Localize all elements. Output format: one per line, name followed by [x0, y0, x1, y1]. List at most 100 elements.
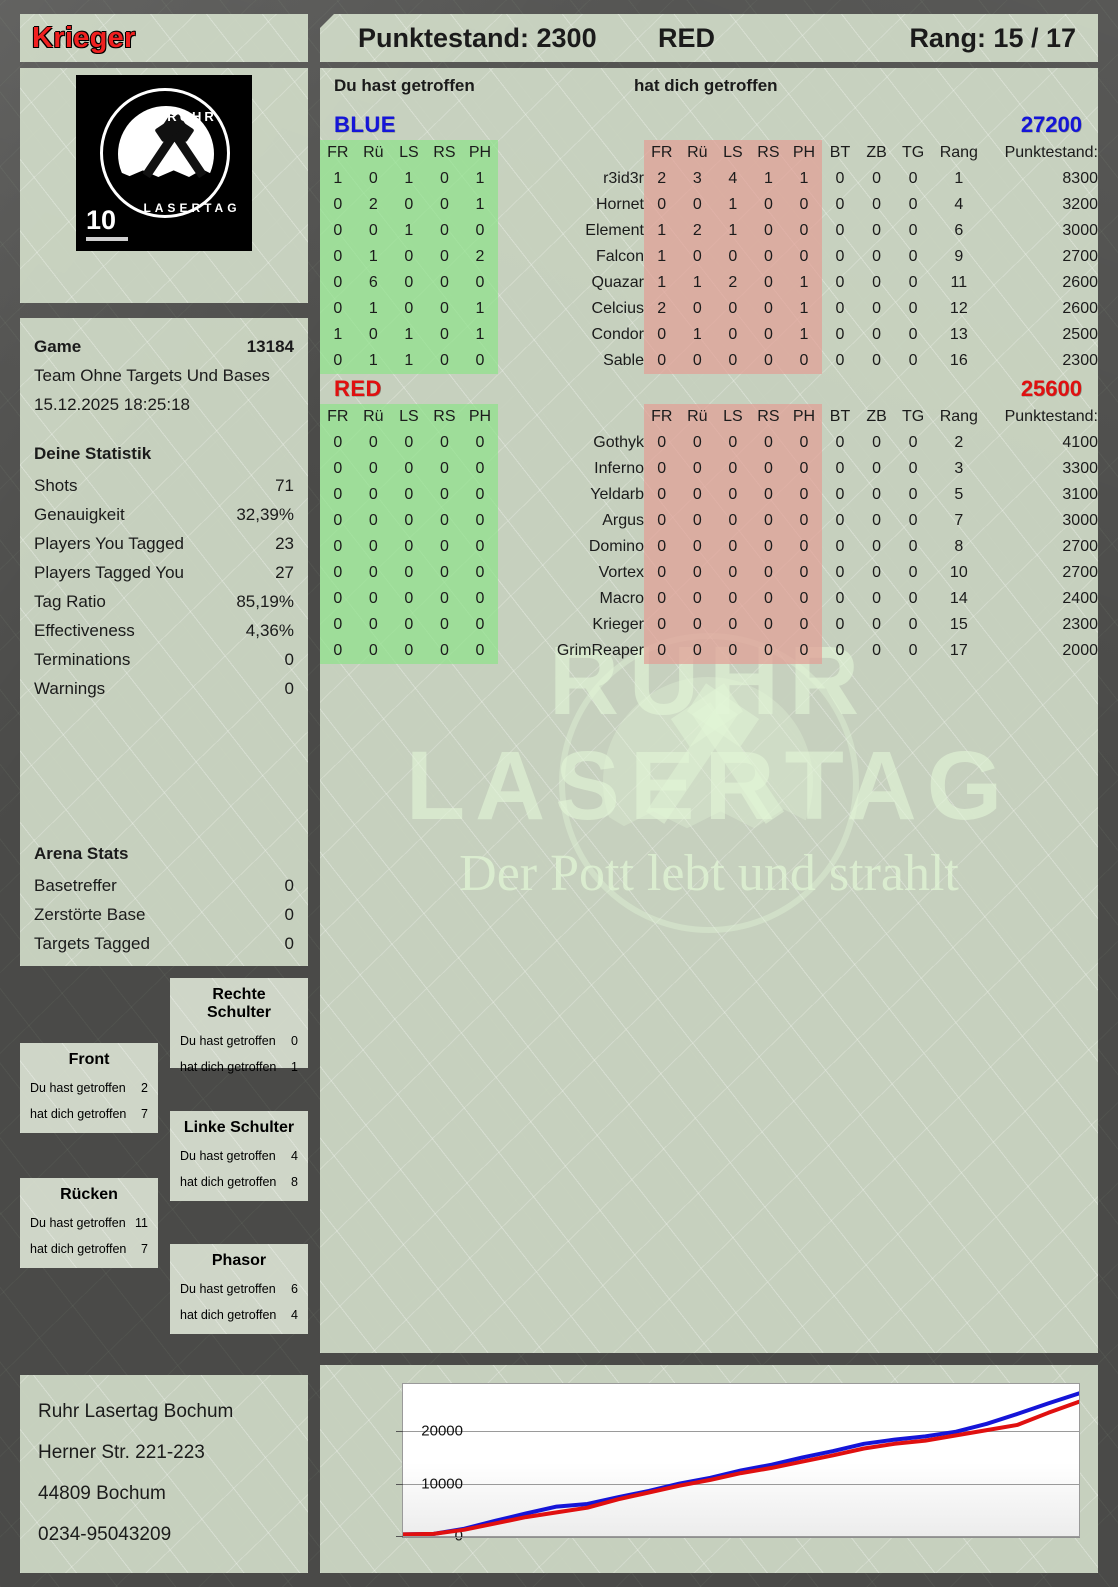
ruhr-lasertag-logo-icon: RUHR LASERTAG 10	[76, 75, 252, 251]
cell-player-name: Domino	[588, 538, 644, 555]
bodypart-hit-value: 4	[291, 1149, 298, 1163]
cell-TG: 0	[908, 512, 918, 529]
team-label: RED	[658, 22, 716, 53]
player-stat-row: Players Tagged You 27	[34, 558, 294, 587]
player-stat-value: 0	[284, 679, 294, 698]
table-row: 0 0 0 0 0 Vortex 0 0 0 0 0 0 0 0 10 2700	[320, 560, 1098, 586]
player-stat-row: Warnings 0	[34, 674, 294, 703]
cell-got-Rü: 0	[679, 348, 716, 374]
cell-ZB: 0	[872, 196, 882, 213]
cell-got-LS: 1	[715, 192, 751, 218]
cell-rank: 17	[949, 642, 968, 659]
cell-got-FR: 0	[643, 482, 680, 508]
cell-hit-RS: 0	[426, 586, 463, 612]
bodypart-right-shoulder: Rechte Schulter Du hast getroffen 0 hat dic…	[170, 978, 308, 1074]
cell-got-LS: 0	[715, 244, 751, 270]
chart-gridline	[403, 1483, 1079, 1485]
table-row: 0 2 0 0 1 Hornet 0 0 1 0 0 0 0 0 4 3200	[320, 192, 1098, 218]
col-header-got-PH: PH	[786, 140, 822, 166]
logo-top-text: RUHR	[167, 109, 217, 124]
bodypart-gothit-value: 1	[291, 1060, 298, 1074]
bodypart-gothit-label: hat dich getroffen	[30, 1107, 127, 1121]
cell-BT: 0	[835, 352, 845, 369]
cell-BT: 0	[835, 512, 845, 529]
cell-got-RS: 0	[750, 638, 787, 664]
cell-got-FR: 2	[643, 296, 680, 322]
cell-hit-LS: 0	[391, 508, 427, 534]
cell-TG: 0	[908, 170, 918, 187]
cell-hit-PH: 0	[462, 586, 498, 612]
cell-rank: 16	[949, 352, 968, 369]
bodypart-gothit-value: 4	[291, 1308, 298, 1322]
cell-score: 2500	[1062, 326, 1098, 343]
col-header-hit-FR: FR	[320, 140, 356, 166]
cell-rank: 5	[954, 486, 964, 503]
cell-TG: 0	[908, 352, 918, 369]
cell-got-FR: 0	[643, 586, 680, 612]
team-table: FR Rü LS RS PH FR Rü LS RS PH BT ZB TG Rang Punktestan…	[320, 404, 1098, 664]
arena-stats-list: Basetreffer 0 Zerstörte Base 0 Targets Tagge…	[34, 871, 294, 958]
cell-ZB: 0	[872, 564, 882, 581]
cell-score: 2300	[1062, 616, 1098, 633]
arena-stats-title: Arena Stats	[34, 844, 129, 863]
cell-hit-LS: 0	[391, 482, 427, 508]
col-header-got-Rü: Rü	[679, 140, 716, 166]
cell-hit-RS: 0	[426, 430, 463, 456]
cell-ZB: 0	[872, 460, 882, 477]
cell-player-name: Condor	[591, 326, 644, 343]
cell-score: 2700	[1062, 248, 1098, 265]
cell-ZB: 0	[872, 616, 882, 633]
cell-hit-RS: 0	[426, 482, 463, 508]
cell-hit-FR: 1	[320, 166, 356, 192]
cell-hit-PH: 2	[462, 244, 498, 270]
scoreboard-panel: RUHR LASERTAG Der Pott lebt und strahlt …	[320, 68, 1098, 1353]
cell-score: 2700	[1062, 538, 1098, 555]
bodypart-hit-label: Du hast getroffen	[180, 1149, 276, 1163]
cell-BT: 0	[835, 196, 845, 213]
cell-score: 2300	[1062, 352, 1098, 369]
player-stat-row: Effectiveness 4,36%	[34, 616, 294, 645]
cell-got-FR: 1	[643, 270, 680, 296]
bodypart-title: Front	[68, 1051, 110, 1068]
col-header-got-RS: RS	[750, 404, 787, 430]
cell-ZB: 0	[872, 512, 882, 529]
cell-gap	[498, 560, 522, 586]
cell-BT: 0	[835, 248, 845, 265]
cell-BT: 0	[835, 434, 845, 451]
game-label: Game	[34, 337, 82, 356]
cell-got-Rü: 0	[679, 638, 716, 664]
cell-ZB: 0	[872, 642, 882, 659]
col-header-got-Rü: Rü	[679, 404, 716, 430]
cell-got-FR: 0	[643, 560, 680, 586]
arena-stat-value: 0	[284, 934, 294, 953]
arena-stat-row: Zerstörte Base 0	[34, 900, 294, 929]
cell-got-RS: 0	[750, 612, 787, 638]
cell-got-RS: 0	[750, 534, 787, 560]
header-score-bar: Punktestand: 2300 RED Rang: 15 / 17	[320, 14, 1098, 62]
cell-TG: 0	[908, 274, 918, 291]
chart-y-tick-mark	[396, 1483, 403, 1485]
bodypart-gothit-row: hat dich getroffen 4	[180, 1302, 298, 1328]
total-score-label: Punktestand: 2300	[358, 22, 597, 53]
cell-player-name: Gothyk	[593, 434, 644, 451]
score-progression-chart: 0 10000 20000	[320, 1365, 1098, 1573]
cell-hit-FR: 0	[320, 456, 356, 482]
cell-got-Rü: 2	[679, 218, 716, 244]
bodypart-title: Phasor	[211, 1252, 267, 1269]
cell-BT: 0	[835, 590, 845, 607]
bodypart-gothit-value: 8	[291, 1175, 298, 1189]
cell-got-RS: 0	[750, 296, 787, 322]
col-header-rang: Rang	[939, 144, 978, 161]
cell-got-Rü: 0	[679, 244, 716, 270]
cell-got-RS: 0	[750, 322, 787, 348]
cell-hit-RS: 0	[426, 348, 463, 374]
venue-address: Ruhr Lasertag Bochum Herner Str. 221-223…	[20, 1375, 308, 1573]
table-row: 1 0 1 0 1 Condor 0 1 0 0 1 0 0 0 13 2500	[320, 322, 1098, 348]
cell-got-Rü: 0	[679, 534, 716, 560]
chart-series-svg	[403, 1391, 1079, 1536]
bodypart-hit-row: Du hast getroffen 2	[30, 1075, 148, 1101]
cell-player-name: Argus	[602, 512, 644, 529]
col-header-ZB: ZB	[866, 144, 887, 161]
cell-got-RS: 0	[750, 218, 787, 244]
cell-hit-RS: 0	[426, 638, 463, 664]
